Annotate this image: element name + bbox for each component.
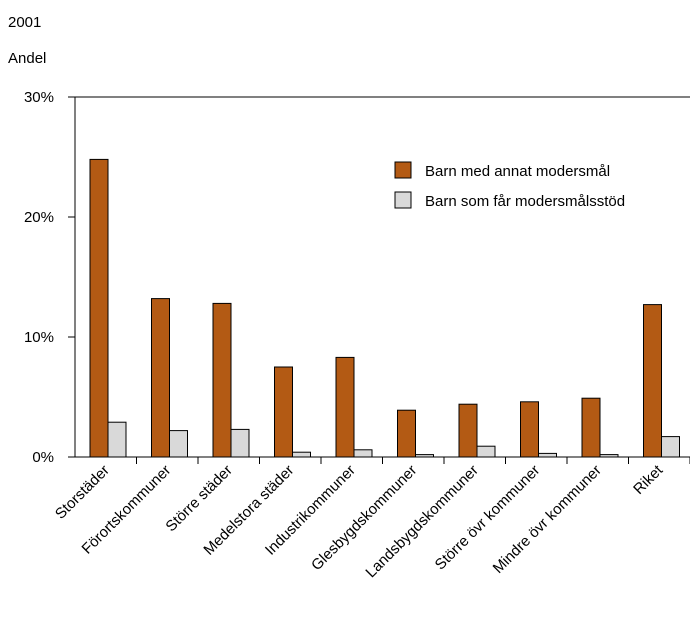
chart-title: 2001 [8,14,41,31]
bar-series-1-2 [230,428,250,458]
bar-series-0-8 [581,397,601,458]
bar-series-1-4 [353,449,373,458]
bar-series-0-9 [643,304,662,458]
y-tick-label: 10% [24,329,54,346]
legend-swatch-series-0 [394,161,412,179]
bar-series-1-7 [538,452,557,458]
y-tick-label: 20% [24,209,54,226]
bar-series-0-1 [151,298,170,458]
bar-series-0-3 [274,366,293,458]
legend-swatch-series-1 [394,191,412,209]
y-tick-label: 0% [32,449,54,466]
x-tick-label: Glesbygdskommuner [308,462,420,574]
x-tick-label: Landsbygdskommuner [362,462,481,581]
x-tick-label: Storstäder [52,462,113,523]
bar-series-0-0 [89,158,109,458]
bar-series-0-7 [520,401,539,458]
bar-series-0-4 [335,356,355,458]
bar-series-0-2 [212,302,232,458]
legend: Barn med annat modersmål Barn som får mo… [394,161,625,210]
bar-series-1-1 [169,430,188,458]
legend-label-series-0: Barn med annat modersmål [425,163,610,180]
bar-series-0-5 [397,409,416,458]
bar-series-1-9 [661,436,680,458]
y-axis-label: Andel [8,50,46,67]
bar-series-1-6 [476,445,496,458]
bar-series-0-6 [458,403,478,458]
y-tick-label: 30% [24,89,54,106]
x-tick-label: Mindre övr kommuner [490,462,605,577]
x-tick-label: Riket [630,461,667,498]
bar-series-1-3 [292,451,311,458]
legend-label-series-1: Barn som får modersmålsstöd [425,193,625,210]
bar-series-1-0 [107,421,127,458]
x-tick-label: Större övr kommuner [432,462,544,574]
